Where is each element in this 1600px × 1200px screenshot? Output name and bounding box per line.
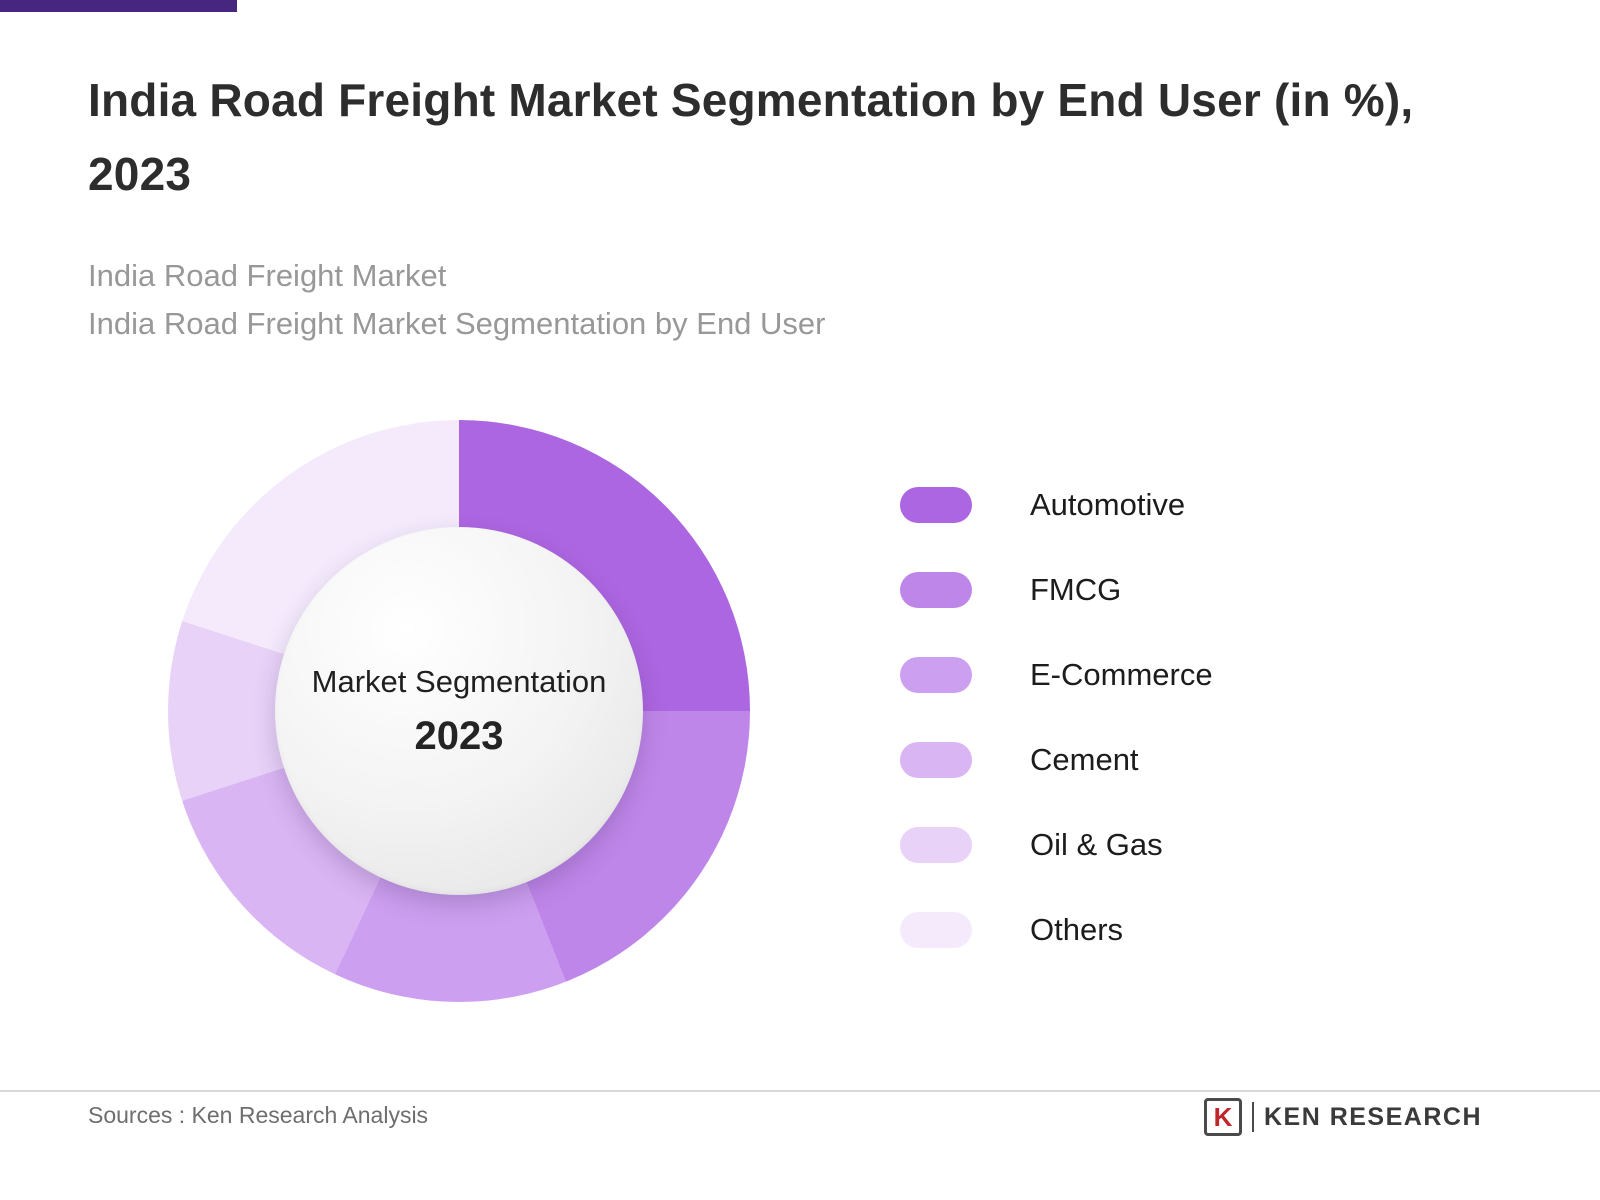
page-title: India Road Freight Market Segmentation b…: [88, 74, 1414, 200]
donut-chart: Market Segmentation 2023: [168, 420, 750, 1002]
donut-center-label: Market Segmentation: [311, 663, 607, 699]
ken-research-wordmark: KEN RESEARCH: [1263, 1102, 1482, 1131]
chart-legend: Automotive FMCG E-Commerce Cement Oil & …: [900, 486, 1213, 996]
legend-label-others: Others: [1030, 912, 1124, 947]
donut-center: Market Segmentation 2023: [275, 527, 643, 895]
legend-label-ecommerce: E-Commerce: [1030, 657, 1213, 692]
legend-item-automotive: Automotive: [900, 486, 1213, 524]
legend-swatch-automotive: [900, 487, 972, 523]
legend-swatch-fmcg: [900, 572, 972, 608]
legend-item-cement: Cement: [900, 741, 1213, 779]
chart-subtitle: India Road Freight Market India Road Fre…: [88, 252, 826, 348]
legend-item-others: Others: [900, 911, 1213, 949]
sources-text: Sources : Ken Research Analysis: [88, 1102, 429, 1128]
legend-label-automotive: Automotive: [1030, 487, 1186, 522]
legend-label-fmcg: FMCG: [1030, 572, 1122, 607]
ken-research-k-icon: K: [1203, 1098, 1242, 1136]
legend-item-fmcg: FMCG: [900, 571, 1213, 609]
legend-label-oil-gas: Oil & Gas: [1030, 827, 1163, 862]
legend-item-ecommerce: E-Commerce: [900, 656, 1213, 694]
donut-center-year: 2023: [414, 713, 504, 758]
legend-item-oil-gas: Oil & Gas: [900, 826, 1213, 864]
ken-research-logo: K KEN RESEARCH: [1203, 1098, 1482, 1136]
logo-divider: [1251, 1102, 1254, 1132]
legend-swatch-oil-gas: [900, 827, 972, 863]
legend-label-cement: Cement: [1030, 742, 1139, 777]
legend-swatch-ecommerce: [900, 657, 972, 693]
legend-swatch-others: [900, 912, 972, 948]
subtitle-line-1: India Road Freight Market: [88, 258, 447, 293]
footer-divider: [0, 1090, 1600, 1092]
top-accent-bar: [0, 0, 237, 12]
legend-swatch-cement: [900, 742, 972, 778]
subtitle-line-2: India Road Freight Market Segmentation b…: [88, 306, 826, 342]
